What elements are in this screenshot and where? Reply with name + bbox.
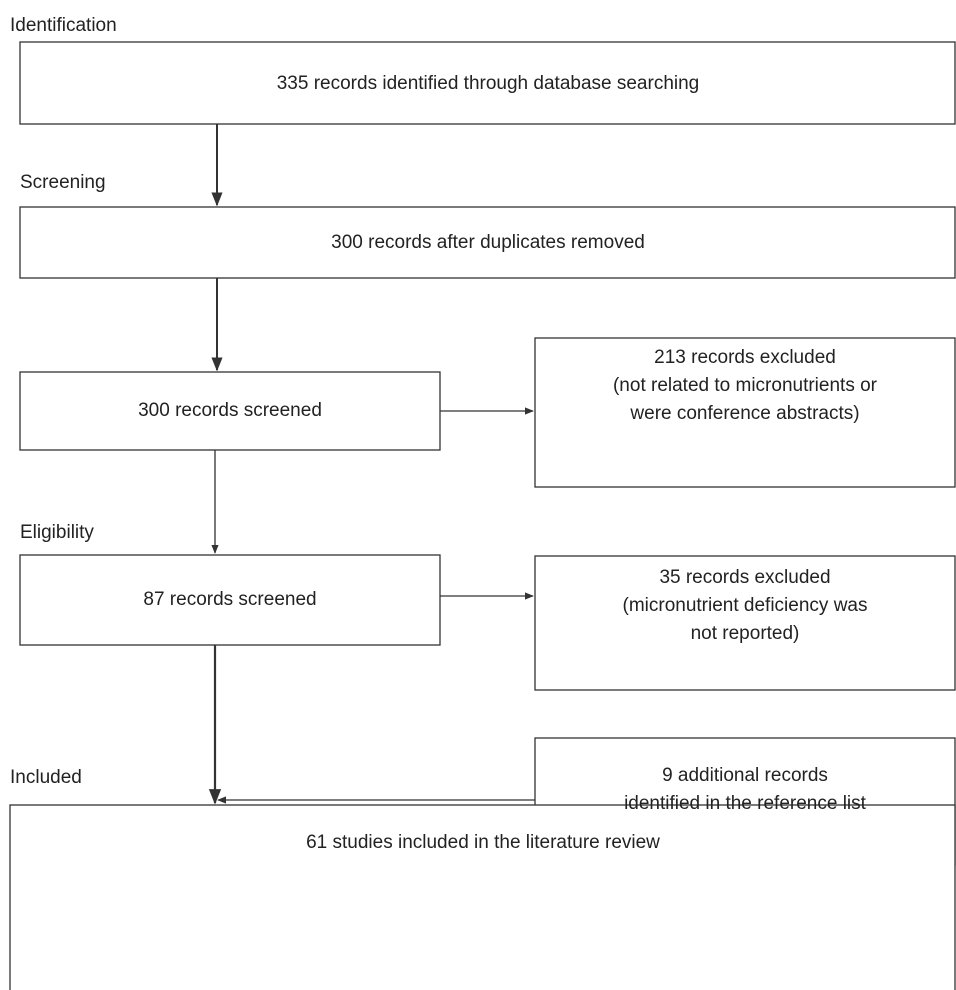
box-text: (micronutrient deficiency was	[623, 595, 868, 616]
box-text: 9 additional records	[662, 765, 828, 786]
box-text: 335 records identified through database …	[277, 73, 700, 94]
box-text: 300 records screened	[138, 400, 322, 421]
box	[19, 41, 956, 125]
section-label: Screening	[20, 172, 106, 193]
box-text: not reported)	[691, 623, 800, 644]
box-text: (not related to micronutrients or	[613, 375, 878, 396]
box	[534, 555, 956, 691]
box-text: were conference abstracts)	[629, 403, 859, 424]
box-labels: 335 records identified through database …	[138, 73, 878, 853]
section-label: Eligibility	[20, 522, 94, 543]
box-text: 87 records screened	[143, 589, 316, 610]
box-text: 213 records excluded	[654, 347, 836, 368]
section-label: Included	[10, 767, 82, 788]
box	[19, 206, 956, 279]
box-text: 300 records after duplicates removed	[331, 232, 645, 253]
box	[9, 804, 956, 990]
box-text: identified in the reference list	[624, 793, 867, 814]
box	[19, 554, 441, 646]
box	[534, 337, 956, 488]
box-text: 35 records excluded	[659, 567, 830, 588]
section-label: Identification	[10, 15, 117, 36]
box	[19, 371, 441, 451]
box-text: 61 studies included in the literature re…	[306, 832, 660, 853]
